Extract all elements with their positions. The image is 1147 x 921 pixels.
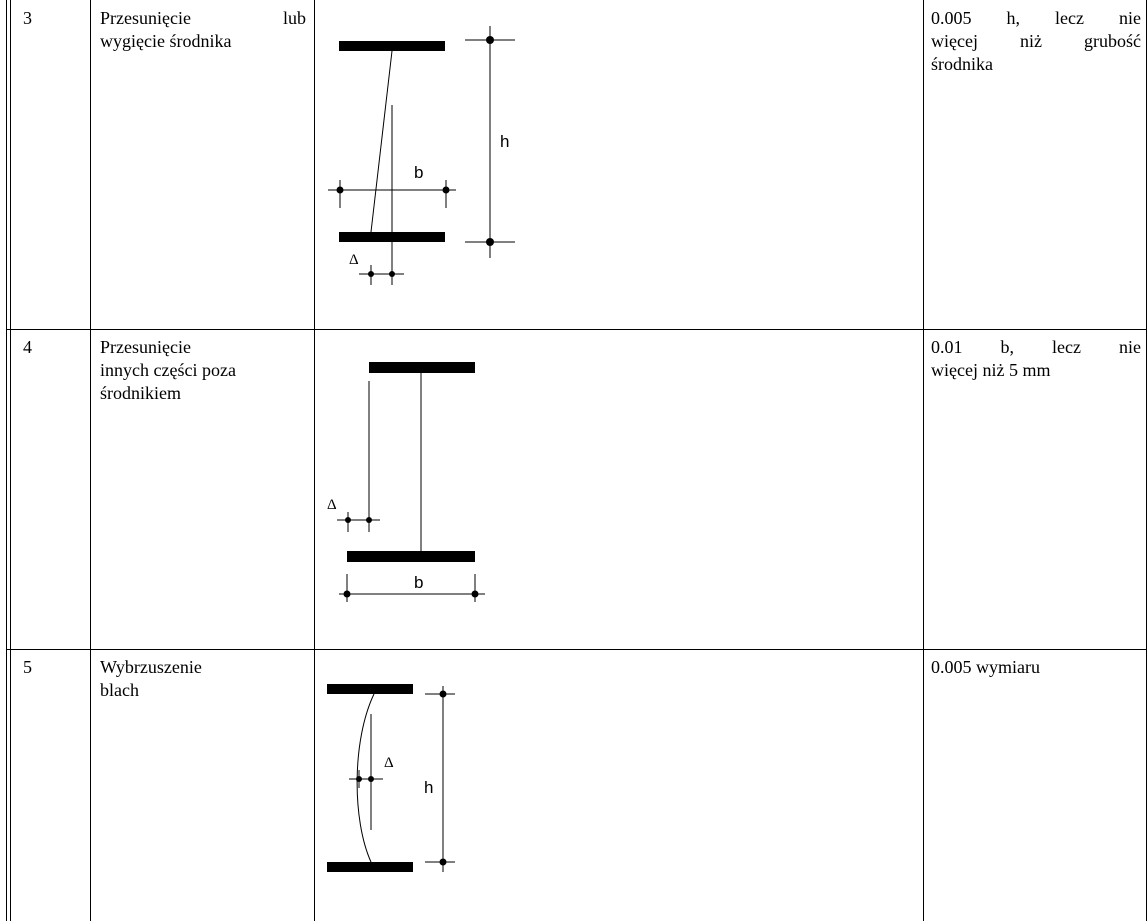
row-3-description-line-2: wygięcie środnika (100, 31, 232, 51)
slanted-web-line (370, 50, 393, 233)
row-4-description: Przesunięcie innych części poza środniki… (100, 336, 306, 405)
bottom-flange (327, 862, 413, 872)
top-flange (339, 41, 445, 51)
row-4-part-offset-diagram: Δ b (327, 362, 485, 602)
row-3-description-line-1: Przesunięcie lub (100, 8, 306, 28)
row-5-plate-bulge-diagram: Δ h (327, 684, 455, 872)
row-5-description-line-2: blach (100, 680, 139, 700)
row-4-delta-label: Δ (327, 497, 337, 513)
row-4-tolerance: 0.01 b, lecz nie więcej niż 5 mm (931, 336, 1141, 382)
row-3-b-label: b (414, 163, 423, 182)
row-3-tolerance: 0.005 h, lecz nie więcej niż grubość śro… (931, 7, 1141, 76)
row-3-tolerance-line-3: środnika (931, 54, 993, 74)
row-4-b-label: b (414, 573, 423, 592)
row-5-tolerance: 0.005 wymiaru (931, 656, 1141, 679)
row-3-web-offset-diagram: b h Δ (328, 26, 515, 285)
row-4-description-line-2: innych części poza (100, 360, 236, 380)
row-5-description-line-1: Wybrzuszenie (100, 657, 202, 677)
row-5-delta-label: Δ (384, 755, 394, 771)
row-4-tolerance-line-1: 0.01 b, lecz nie (931, 337, 1141, 357)
row-4-number: 4 (23, 337, 32, 357)
bottom-flange (347, 551, 475, 562)
row-3-tolerance-line-2: więcej niż grubość (931, 31, 1141, 51)
row-5-number: 5 (23, 657, 32, 677)
top-flange (327, 684, 413, 694)
row-4-description-line-3: środnikiem (100, 383, 181, 403)
row-4-tolerance-line-2: więcej niż 5 mm (931, 360, 1051, 380)
row-5-h-label: h (424, 778, 433, 797)
row-5-tolerance-line-1: 0.005 wymiaru (931, 657, 1040, 677)
row-4-description-line-1: Przesunięcie (100, 337, 191, 357)
top-flange (369, 362, 475, 373)
row-5-description: Wybrzuszenie blach (100, 656, 306, 702)
row-3-number: 3 (23, 8, 32, 28)
row-3-tolerance-line-1: 0.005 h, lecz nie (931, 8, 1141, 28)
row-3-delta-label: Δ (349, 252, 359, 268)
row-3-description: Przesunięcie lub wygięcie środnika (100, 7, 306, 53)
row-3-h-label: h (500, 132, 509, 151)
